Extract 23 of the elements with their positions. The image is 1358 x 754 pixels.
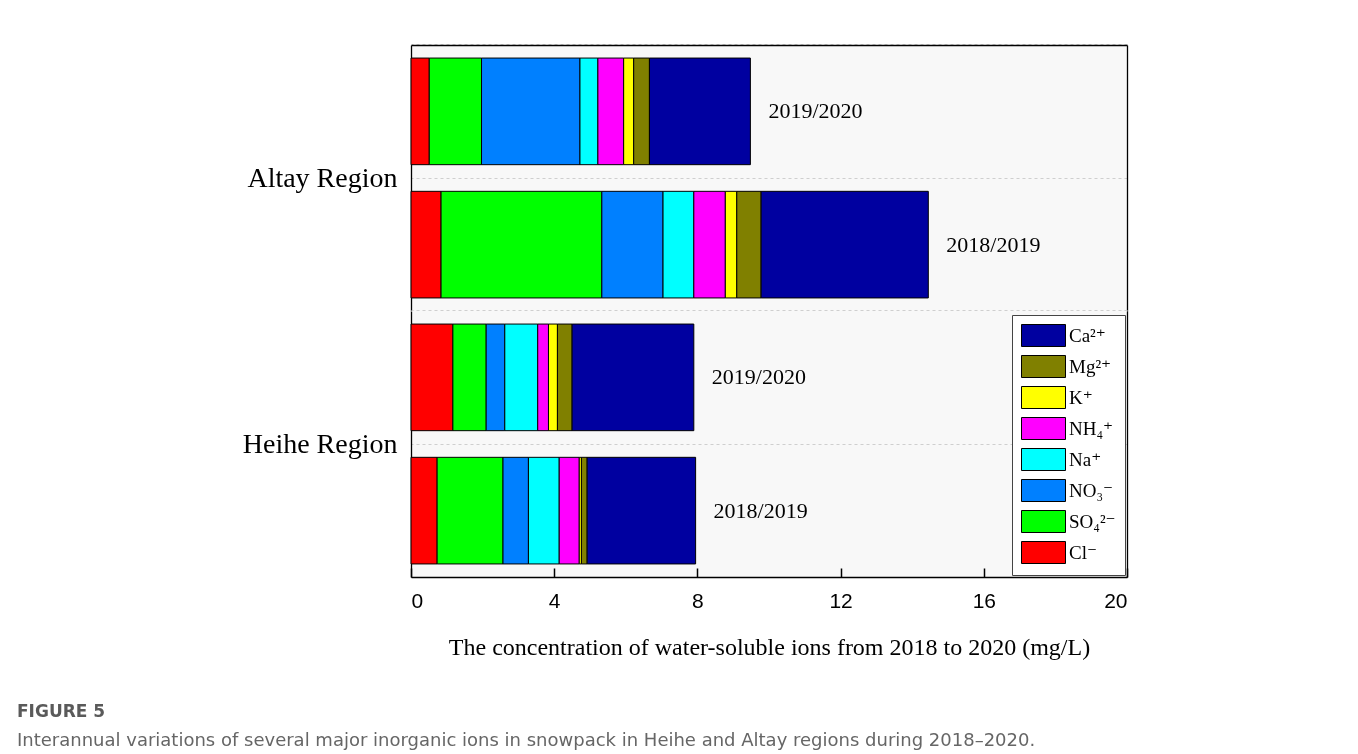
legend-label: Mg²⁺ bbox=[1069, 355, 1112, 377]
x-tick-label: 20 bbox=[1104, 588, 1128, 612]
legend-label: K⁺ bbox=[1069, 386, 1093, 408]
x-tick-label: 12 bbox=[829, 588, 853, 612]
y-tick-label: 2018/2019 bbox=[946, 231, 1041, 257]
legend-label: Na⁺ bbox=[1069, 448, 1102, 470]
y-tick-label: 2019/2020 bbox=[768, 98, 863, 124]
caption: FIGURE 5 bbox=[17, 701, 106, 721]
legend-label: Ca²⁺ bbox=[1069, 324, 1106, 346]
x-axis-title: The concentration of water-soluble ions from 2018 to 2020 (mg/L) bbox=[448, 633, 1091, 660]
legend-label: NH₄⁺ bbox=[1069, 417, 1114, 439]
y-tick-label: 2019/2020 bbox=[711, 364, 806, 390]
legend-label: NO₃⁻ bbox=[1069, 479, 1114, 501]
legend-label: Cl⁻ bbox=[1069, 541, 1097, 563]
x-tick-label: 4 bbox=[548, 588, 561, 612]
y-tick-label: 2018/2019 bbox=[713, 497, 808, 523]
text: Interannual variations of several major inorganic ions in snowpack in Heihe and Altay regions during 2018–2020. bbox=[17, 729, 1036, 750]
y-axis-title: Altay Region bbox=[247, 161, 398, 193]
y-axis-title: Heihe Region bbox=[242, 427, 398, 459]
x-tick-label: 8 bbox=[692, 588, 704, 612]
x-tick-label: 0 bbox=[411, 588, 424, 612]
legend-label: SO₄²⁻ bbox=[1069, 510, 1116, 532]
x-tick-label: 16 bbox=[972, 588, 996, 612]
